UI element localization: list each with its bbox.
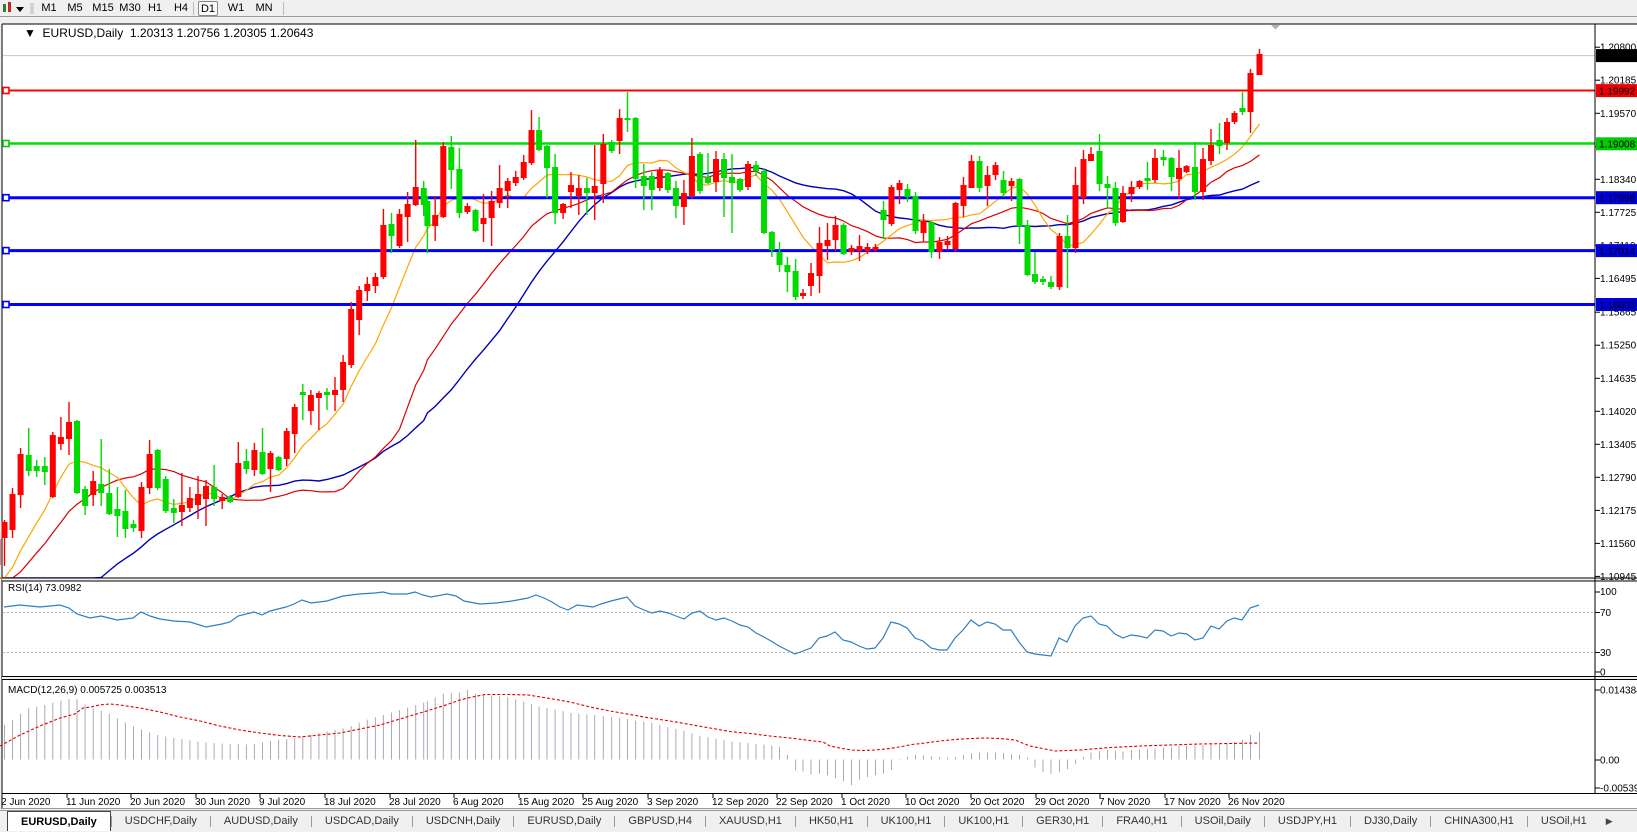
svg-text:0.00: 0.00: [1600, 756, 1620, 767]
svg-text:2 Jun 2020: 2 Jun 2020: [1, 797, 51, 808]
svg-text:10 Oct 2020: 10 Oct 2020: [905, 797, 960, 808]
svg-text:1.11560: 1.11560: [1600, 539, 1636, 550]
svg-text:11 Jun 2020: 11 Jun 2020: [66, 797, 121, 808]
svg-text:29 Oct 2020: 29 Oct 2020: [1035, 797, 1090, 808]
svg-text:1.20800: 1.20800: [1600, 43, 1637, 54]
svg-text:1.16495: 1.16495: [1600, 274, 1637, 285]
svg-text:0: 0: [1600, 668, 1606, 679]
svg-text:9 Jul 2020: 9 Jul 2020: [259, 797, 306, 808]
svg-text:100: 100: [1600, 587, 1617, 598]
svg-text:1.19570: 1.19570: [1600, 109, 1637, 120]
svg-text:26 Nov 2020: 26 Nov 2020: [1228, 797, 1285, 808]
svg-text:6 Aug 2020: 6 Aug 2020: [453, 797, 504, 808]
svg-text:1.14635: 1.14635: [1600, 374, 1637, 385]
svg-text:30: 30: [1600, 648, 1612, 659]
svg-text:30 Jun 2020: 30 Jun 2020: [195, 797, 250, 808]
svg-text:1.17014: 1.17014: [1599, 246, 1636, 257]
svg-text:1.17725: 1.17725: [1600, 208, 1637, 219]
svg-text:22 Sep 2020: 22 Sep 2020: [776, 797, 833, 808]
svg-text:17 Nov 2020: 17 Nov 2020: [1164, 797, 1221, 808]
svg-text:20 Oct 2020: 20 Oct 2020: [970, 797, 1025, 808]
svg-text:-0.00539: -0.00539: [1600, 784, 1637, 795]
svg-text:12 Sep 2020: 12 Sep 2020: [712, 797, 769, 808]
svg-text:1.14020: 1.14020: [1600, 407, 1637, 418]
svg-text:1.12790: 1.12790: [1600, 473, 1637, 484]
svg-text:1.15250: 1.15250: [1600, 341, 1637, 352]
svg-text:7 Nov 2020: 7 Nov 2020: [1099, 797, 1151, 808]
svg-text:25 Aug 2020: 25 Aug 2020: [582, 797, 639, 808]
svg-text:0.014384: 0.014384: [1600, 686, 1637, 697]
svg-text:18 Jul 2020: 18 Jul 2020: [324, 797, 376, 808]
svg-text:1.18340: 1.18340: [1600, 175, 1637, 186]
svg-text:1.16003: 1.16003: [1599, 300, 1636, 311]
svg-text:1.20185: 1.20185: [1600, 76, 1637, 87]
svg-text:3 Sep 2020: 3 Sep 2020: [647, 797, 699, 808]
svg-text:1.17998: 1.17998: [1599, 194, 1636, 205]
svg-text:1.12175: 1.12175: [1600, 506, 1637, 517]
svg-text:1 Oct 2020: 1 Oct 2020: [841, 797, 890, 808]
svg-text:1.19992: 1.19992: [1599, 86, 1636, 97]
svg-text:1.20643: 1.20643: [1599, 51, 1636, 62]
svg-text:1.13405: 1.13405: [1600, 440, 1637, 451]
svg-text:20 Jun 2020: 20 Jun 2020: [130, 797, 185, 808]
svg-text:1.10945: 1.10945: [1600, 572, 1637, 583]
svg-text:1.19008: 1.19008: [1599, 140, 1636, 151]
svg-text:1.15865: 1.15865: [1600, 308, 1637, 319]
svg-text:28 Jul 2020: 28 Jul 2020: [389, 797, 441, 808]
svg-text:15 Aug 2020: 15 Aug 2020: [518, 797, 575, 808]
svg-text:70: 70: [1600, 608, 1612, 619]
